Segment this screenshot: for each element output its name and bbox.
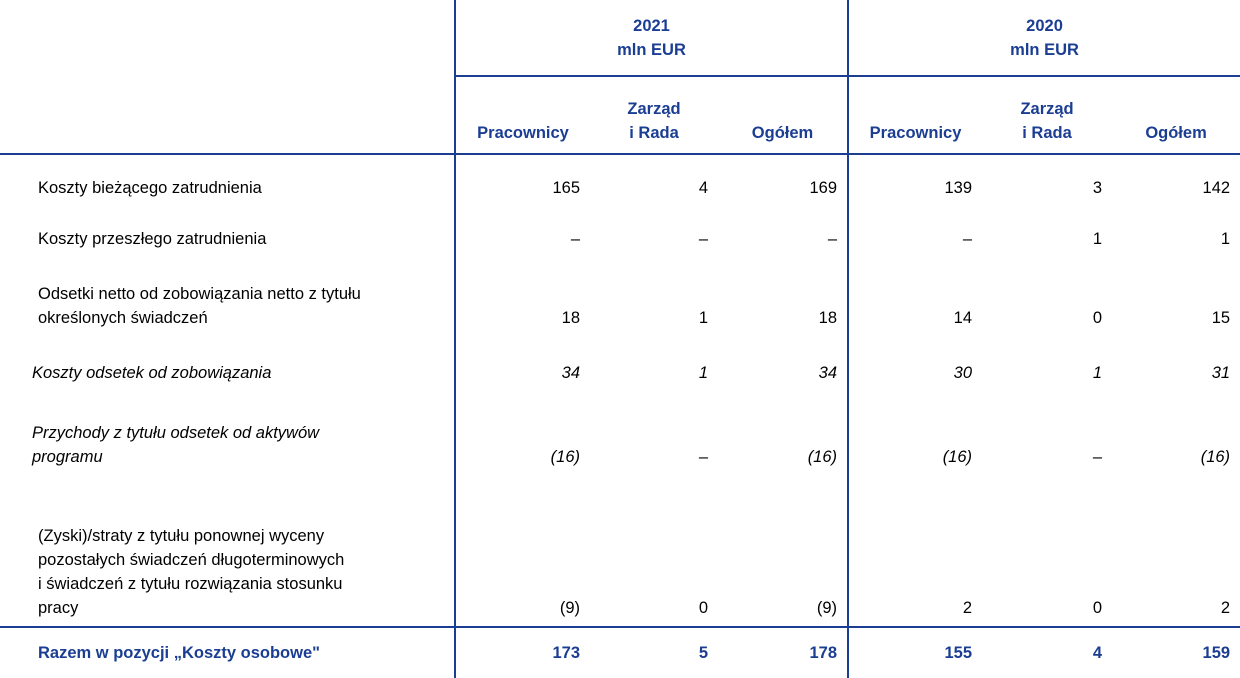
cell: – (698, 230, 708, 248)
text-line: i świadczeń z tytułu rozwiązania stosunk… (38, 575, 343, 593)
row-label: Odsetki netto od zobowiązania netto z ty… (0, 257, 455, 336)
cell: 169 (809, 179, 838, 197)
text-line: (Zyski)/straty z tytułu ponownej wyceny (38, 527, 325, 545)
cell: 14 (847, 257, 983, 336)
text-line: Koszty bieżącego zatrudnienia (38, 179, 262, 197)
text-line: określonych świadczeń (38, 309, 208, 327)
text-line: Pracownicy (477, 124, 569, 142)
text-line: Pracownicy (869, 124, 962, 142)
text-line: Koszty odsetek od zobowiązania (32, 364, 272, 382)
text-line: Ogółem (751, 124, 814, 142)
row-label: Koszty odsetek od zobowiązania (0, 336, 455, 391)
row-label: Koszty przeszłego zatrudnienia (0, 206, 455, 257)
column-header: Zarząd i Rada (590, 76, 718, 154)
total-cell: 5 (698, 644, 708, 662)
year: 2020 (1026, 16, 1063, 35)
group-header: 2021 mln EUR (453, 0, 849, 77)
cell: – (454, 206, 590, 257)
text-line: programu (32, 448, 103, 466)
cell: (16) (847, 391, 983, 475)
cell: 3 (1092, 179, 1103, 197)
data-row: Przychody z tytułu odsetek od aktywów pro… (0, 391, 1240, 475)
text-line: Zarząd (627, 100, 681, 118)
header-row: Pracownicy Zarząd i Rada Ogółem Pracownicy Za… (0, 76, 1240, 154)
row-label: Koszty bieżącego zatrudnienia (0, 154, 455, 206)
column-header: Zarząd i Rada (982, 76, 1112, 154)
data-row: Odsetki netto od zobowiązania netto z ty… (0, 257, 1240, 336)
text-line: i Rada (1022, 124, 1072, 142)
cell: 0 (1092, 599, 1103, 617)
column-header: Pracownicy (847, 76, 983, 154)
cell: 165 (454, 154, 590, 206)
cell: 1 (1092, 364, 1103, 382)
cell: (16) (1200, 448, 1231, 466)
cell: 139 (847, 154, 983, 206)
total-cell: 178 (809, 644, 838, 662)
cell: 34 (818, 364, 838, 382)
data-row: (Zyski)/straty z tytułu ponownej wyceny p… (0, 475, 1240, 627)
unit: mln EUR (1010, 40, 1079, 59)
text-line: Zarząd (1020, 100, 1074, 118)
cell: – (698, 448, 708, 466)
cell: (9) (816, 599, 838, 617)
column-header: Ogółem (1112, 76, 1240, 154)
cell: – (827, 230, 838, 248)
cell: (16) (454, 391, 590, 475)
cell: 31 (1211, 364, 1231, 382)
total-cell: 173 (454, 627, 590, 678)
cell: 18 (454, 257, 590, 336)
data-row: Koszty przeszłego zatrudnienia – – – –1 1 (0, 206, 1240, 257)
cell: – (1092, 448, 1103, 466)
text-line: pozostałych świadczeń długoterminowych (38, 551, 345, 569)
cell: 2 (847, 475, 983, 627)
column-header: Ogółem (718, 76, 848, 154)
year: 2021 (633, 16, 670, 35)
total-cell: 155 (847, 627, 983, 678)
header-cell (0, 76, 455, 154)
header-row: 2021 mln EUR 2020 mln EUR (0, 0, 1240, 77)
text-line: Odsetki netto od zobowiązania netto z ty… (38, 285, 361, 303)
cell: 1 (1220, 230, 1231, 248)
cell: 15 (1211, 309, 1231, 327)
data-row: Koszty bieżącego zatrudnienia 165 4 169 139 3… (0, 154, 1240, 206)
text-line: i Rada (629, 124, 679, 142)
text-line: Przychody z tytułu odsetek od aktywów (32, 424, 320, 442)
total-row: Razem w pozycji „Koszty osobowe" 173 5 178 1… (0, 627, 1240, 678)
row-label: Przychody z tytułu odsetek od aktywów pro… (0, 391, 455, 475)
total-cell: 4 (1092, 644, 1103, 662)
total-cell: 159 (1202, 644, 1231, 662)
total-label: Razem w pozycji „Koszty osobowe" (38, 644, 320, 662)
cell: (16) (807, 448, 838, 466)
cell: 18 (818, 309, 838, 327)
cell: 142 (1202, 179, 1231, 197)
cell: 1 (698, 309, 708, 327)
cell: 0 (698, 599, 708, 617)
cell: (9) (454, 475, 590, 627)
unit: mln EUR (617, 40, 686, 59)
cell: 1 (698, 364, 708, 382)
cell: – (847, 206, 983, 257)
text-line: Koszty przeszłego zatrudnienia (38, 230, 267, 248)
cell: 30 (847, 336, 983, 391)
cell: 34 (454, 336, 590, 391)
group-header: 2020 mln EUR (847, 0, 1240, 77)
cell: 1 (1092, 230, 1103, 248)
cell: 2 (1220, 599, 1231, 617)
text-line: Ogółem (1145, 124, 1207, 142)
header-cell (0, 0, 455, 76)
data-row: Koszty odsetek od zobowiązania 34 1 34 30 1 31 (0, 336, 1240, 391)
text-line: pracy (38, 599, 79, 617)
cell: 4 (698, 179, 708, 197)
cell: 0 (1092, 309, 1103, 327)
row-label: (Zyski)/straty z tytułu ponownej wyceny p… (0, 475, 455, 627)
column-header: Pracownicy (454, 76, 590, 154)
